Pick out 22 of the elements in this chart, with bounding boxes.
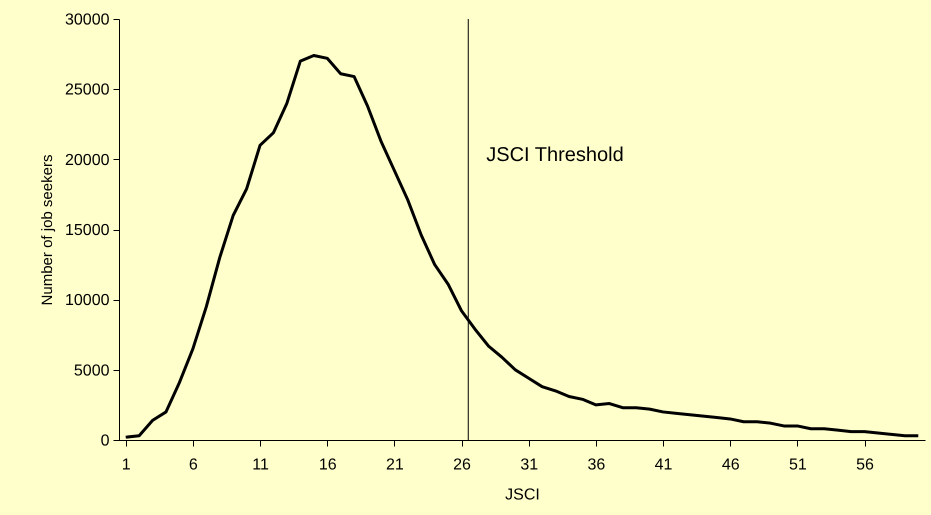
y-tick-label: 5000 bbox=[74, 362, 110, 380]
y-tick-label: 0 bbox=[100, 432, 110, 450]
x-tick-label: 46 bbox=[722, 456, 740, 474]
y-tick-label: 20000 bbox=[65, 152, 110, 169]
x-axis-title: JSCI bbox=[505, 486, 540, 504]
y-tick-label: 10000 bbox=[65, 292, 110, 310]
x-tick-label: 41 bbox=[654, 456, 673, 474]
y-axis-title: Number of job seekers bbox=[39, 154, 56, 306]
x-tick-label: 56 bbox=[856, 456, 874, 474]
x-tick-label: 6 bbox=[188, 456, 198, 474]
ref-line-label: JSCI Threshold bbox=[486, 144, 624, 166]
x-tick-label: 16 bbox=[318, 456, 337, 474]
y-tick-label: 25000 bbox=[65, 82, 110, 99]
y-tick-label: 30000 bbox=[65, 12, 110, 28]
x-tick-label: 21 bbox=[386, 456, 404, 474]
x-tick-label: 36 bbox=[587, 456, 606, 474]
x-tick-label: 31 bbox=[520, 456, 538, 474]
x-tick-label: 11 bbox=[252, 456, 269, 474]
x-tick-label: 51 bbox=[788, 456, 807, 474]
x-tick-label: 26 bbox=[453, 456, 472, 474]
x-tick-label: 1 bbox=[122, 456, 131, 474]
y-tick-label: 15000 bbox=[65, 222, 110, 239]
